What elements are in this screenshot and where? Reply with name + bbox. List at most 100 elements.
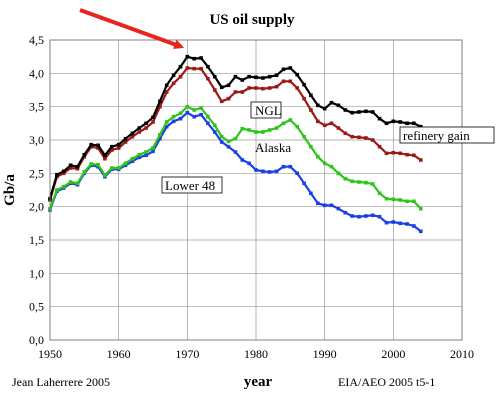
data-point-refinery-gain (61, 169, 66, 174)
data-point-alaska (199, 106, 203, 110)
y-tick-label: 0,5 (29, 300, 44, 314)
data-point-alaska (329, 164, 334, 169)
data-point-ngl (158, 104, 162, 109)
data-point-ngl (391, 150, 396, 155)
data-point-refinery-gain (281, 67, 286, 72)
data-point-ngl (192, 66, 196, 71)
data-point-alaska (364, 180, 368, 185)
data-point-lower-48 (295, 171, 299, 176)
data-point-ngl (267, 86, 272, 90)
data-point-ngl (254, 86, 258, 90)
y-tick-label: 2,5 (29, 166, 44, 180)
data-point-lower-48 (158, 136, 162, 141)
data-point-refinery-gain (164, 83, 169, 88)
data-point-alaska (151, 146, 155, 150)
data-point-lower-48 (350, 214, 354, 218)
data-point-lower-48 (164, 124, 169, 129)
data-point-lower-48 (302, 181, 306, 186)
data-point-refinery-gain (322, 106, 327, 111)
x-tick-label: 1990 (313, 347, 337, 361)
data-point-alaska (309, 144, 313, 149)
y-tick-label: 4,5 (29, 33, 44, 47)
data-point-ngl (384, 151, 389, 156)
data-point-ngl (261, 86, 265, 91)
data-point-refinery-gain (213, 74, 217, 79)
alaska-label: Alaska (255, 140, 291, 155)
data-point-alaska (240, 126, 245, 131)
y-axis-label: Gb/a (2, 174, 18, 206)
data-point-alaska (302, 134, 306, 139)
data-point-lower-48 (206, 121, 210, 126)
refinery-gain-label: refinery gain (403, 128, 470, 143)
data-point-ngl (247, 86, 251, 90)
data-point-lower-48 (419, 229, 423, 234)
data-point-ngl (329, 121, 334, 126)
data-point-lower-48 (357, 214, 361, 219)
data-point-ngl (322, 123, 327, 128)
data-point-ngl (151, 120, 155, 124)
data-point-refinery-gain (329, 100, 334, 105)
data-point-alaska (377, 191, 382, 196)
data-point-ngl (110, 148, 114, 152)
data-point-ngl (164, 90, 169, 94)
data-point-refinery-gain (158, 99, 162, 104)
data-point-refinery-gain (226, 83, 231, 88)
data-point-refinery-gain (240, 78, 245, 82)
data-point-ngl (357, 135, 361, 140)
data-point-lower-48 (240, 158, 245, 162)
data-point-ngl (240, 90, 245, 94)
data-point-refinery-gain (364, 109, 368, 114)
data-point-ngl (103, 156, 107, 161)
data-point-alaska (391, 197, 396, 202)
data-point-refinery-gain (343, 108, 348, 112)
data-point-refinery-gain (350, 110, 354, 115)
data-point-ngl (398, 151, 402, 156)
data-point-lower-48 (288, 164, 293, 169)
chart-title: US oil supply (209, 12, 295, 28)
data-point-ngl (137, 130, 142, 134)
data-point-ngl (89, 144, 93, 149)
data-point-alaska (68, 180, 73, 184)
data-point-ngl (288, 79, 293, 84)
data-point-refinery-gain (302, 82, 306, 87)
data-point-alaska (267, 128, 272, 132)
lower48-label-box (161, 176, 223, 194)
data-point-alaska (75, 181, 80, 186)
data-point-ngl (412, 153, 416, 158)
data-point-ngl (96, 146, 100, 150)
author-credit: Jean Laherrere 2005 (12, 375, 110, 389)
data-point-ngl (178, 74, 183, 79)
data-point-refinery-gain (295, 72, 299, 77)
data-point-refinery-gain (316, 103, 320, 108)
data-point-lower-48 (316, 201, 320, 206)
data-point-alaska (89, 162, 93, 166)
data-point-ngl (274, 84, 279, 89)
data-point-lower-48 (274, 169, 279, 174)
data-point-lower-48 (137, 155, 142, 160)
data-point-lower-48 (398, 221, 402, 226)
data-point-alaska (274, 126, 279, 130)
data-point-refinery-gain (377, 116, 382, 121)
data-point-refinery-gain (103, 153, 107, 158)
data-point-alaska (130, 156, 135, 161)
data-point-ngl (75, 166, 80, 171)
data-point-lower-48 (192, 114, 196, 119)
ngl-label: NGL (255, 103, 282, 118)
data-point-alaska (370, 182, 375, 186)
data-point-ngl (68, 166, 73, 170)
data-point-refinery-gain (199, 56, 203, 60)
data-point-refinery-gain (96, 143, 100, 148)
data-point-alaska (350, 179, 354, 184)
data-point-lower-48 (364, 214, 368, 218)
data-point-lower-48 (123, 163, 128, 168)
data-point-refinery-gain (336, 103, 341, 108)
data-point-ngl (302, 96, 306, 101)
data-point-refinery-gain (309, 93, 313, 98)
data-point-refinery-gain (130, 131, 135, 136)
data-point-ngl (295, 86, 299, 90)
data-point-lower-48 (151, 149, 155, 154)
data-point-ngl (281, 79, 286, 84)
data-point-alaska (261, 130, 265, 134)
peak-arrow-icon (79, 8, 185, 50)
